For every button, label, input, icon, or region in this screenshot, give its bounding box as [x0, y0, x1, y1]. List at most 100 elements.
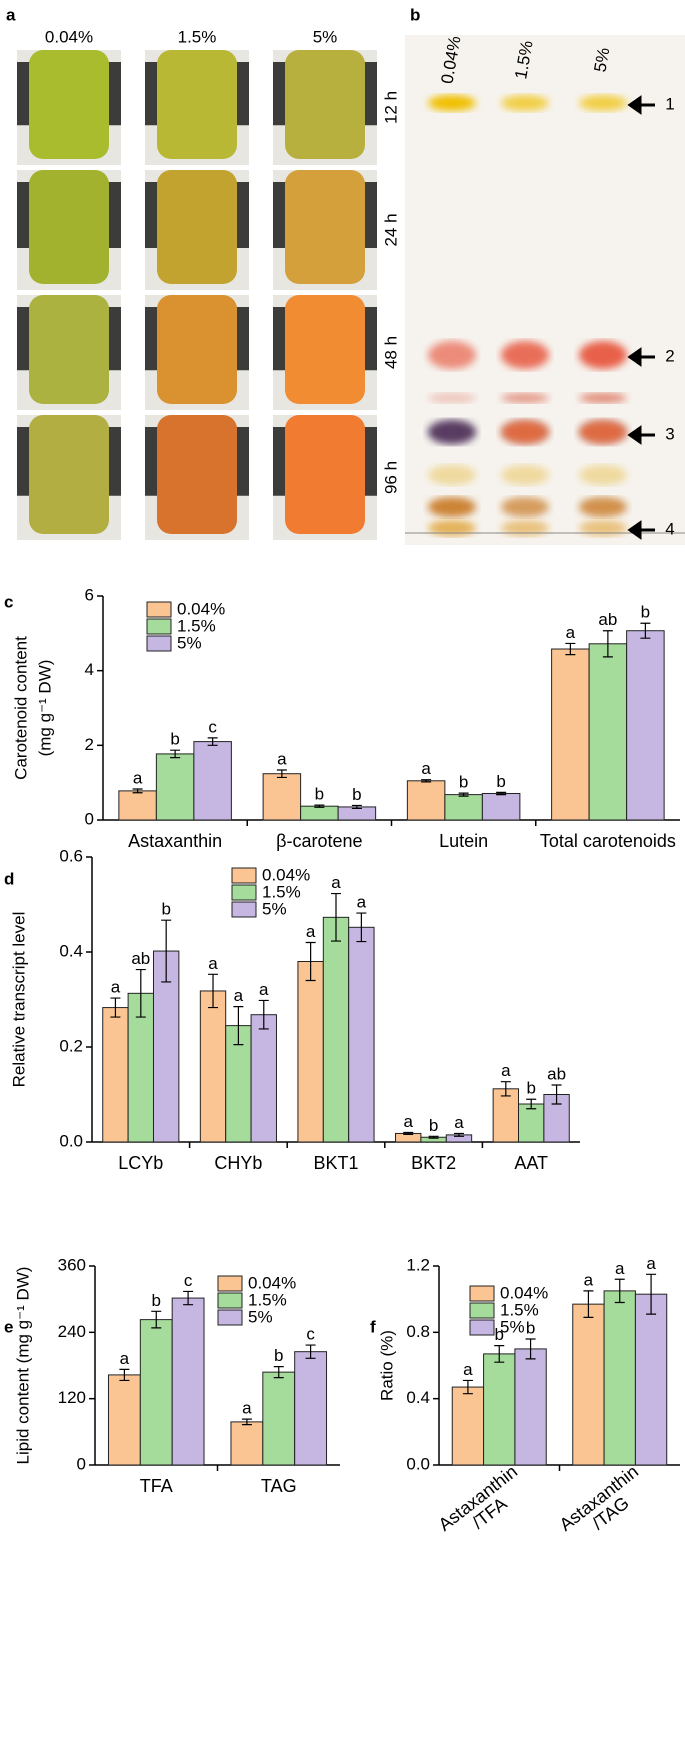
y-axis-label: Lipid content (mg g⁻¹ DW): [13, 1267, 32, 1465]
significance-letter: b: [315, 785, 324, 804]
x-tick-label: AAT: [514, 1153, 549, 1173]
panel-label: b: [410, 5, 420, 24]
significance-letter: a: [242, 1399, 252, 1418]
y-tick-label: 0.2: [59, 1036, 83, 1055]
tlc-spot: [501, 393, 549, 403]
y-axis-label: Carotenoid content: [11, 636, 30, 780]
lane-label: 5%: [591, 46, 614, 74]
bar: [139, 1319, 173, 1466]
culture-tube: [157, 415, 237, 534]
error-bar: [233, 1006, 244, 1046]
error-bar: [500, 1081, 511, 1097]
bar: [551, 648, 590, 821]
legend-label: 0.04%: [177, 599, 225, 618]
time-label: 12 h: [381, 91, 400, 124]
error-bar: [646, 1273, 657, 1315]
legend-label: 1.5%: [248, 1290, 287, 1309]
legend-label: 1.5%: [500, 1300, 539, 1319]
significance-letter: a: [357, 893, 367, 912]
tlc-spot: [579, 393, 627, 403]
y-tick-label: 0.0: [59, 1131, 83, 1150]
bar: [262, 773, 302, 821]
band-arrow: [627, 520, 655, 540]
time-label: 24 h: [381, 213, 400, 246]
error-bar: [170, 749, 181, 759]
bar: [451, 1386, 485, 1466]
bar: [572, 1303, 605, 1466]
significance-letter: b: [459, 773, 468, 792]
error-bar: [314, 804, 325, 808]
band-arrow: [627, 425, 655, 445]
error-bar: [458, 792, 469, 797]
y-tick-label: 0: [85, 809, 94, 828]
tlc-spot: [428, 341, 476, 369]
significance-letter: c: [306, 1325, 315, 1344]
legend-label: 0.04%: [262, 865, 310, 884]
culture-tube: [157, 170, 237, 284]
significance-letter: b: [170, 730, 179, 749]
error-bar: [351, 804, 362, 810]
bar: [514, 1348, 547, 1466]
bar: [199, 990, 227, 1143]
tlc-spot: [579, 420, 627, 444]
y-tick-label: 4: [85, 660, 94, 679]
error-bar: [331, 892, 341, 942]
legend-label: 0.04%: [500, 1283, 548, 1302]
bar: [492, 1088, 520, 1143]
significance-letter: a: [306, 922, 316, 941]
time-label: 96 h: [381, 461, 400, 494]
bar: [483, 1353, 516, 1466]
error-bar: [151, 1310, 162, 1329]
significance-letter: a: [421, 759, 431, 778]
error-bar: [403, 1131, 414, 1135]
tlc-plate: [405, 35, 685, 545]
error-bar: [614, 1278, 625, 1304]
y-tick-label: 2: [85, 735, 94, 754]
tlc-spot: [579, 95, 627, 111]
y-tick-label: 120: [58, 1388, 86, 1407]
panel-label: a: [6, 5, 16, 24]
x-tick-label: LCYb: [118, 1153, 164, 1173]
error-bar: [135, 968, 146, 1018]
significance-letter: b: [495, 1325, 504, 1344]
band-arrow: [627, 95, 655, 115]
significance-letter: b: [152, 1291, 161, 1310]
legend-label: 1.5%: [262, 882, 301, 901]
bar: [152, 950, 180, 1143]
x-tick-label: Total carotenoids: [539, 831, 676, 851]
bar: [348, 926, 375, 1143]
significance-letter: c: [208, 717, 217, 736]
concentration-label: 5%: [313, 27, 338, 46]
error-bar: [258, 999, 269, 1030]
y-tick-label: 6: [85, 585, 94, 604]
significance-letter: a: [501, 1061, 511, 1080]
error-bar: [494, 1345, 505, 1363]
tlc-spot: [428, 497, 476, 517]
bar: [102, 1007, 129, 1143]
tlc-spot: [501, 341, 549, 369]
tlc-spot: [579, 341, 627, 369]
error-bar: [305, 1344, 316, 1359]
tlc-spot: [579, 520, 627, 536]
legend-swatch: [217, 1292, 243, 1309]
x-tick-label: BKT2: [411, 1153, 457, 1173]
tlc-spot: [428, 465, 476, 485]
legend-swatch: [217, 1275, 243, 1292]
band-arrow: [627, 347, 655, 367]
legend-swatch: [469, 1285, 495, 1302]
bar: [127, 992, 154, 1143]
y-tick-label: 360: [58, 1255, 86, 1274]
x-tick-label: TAG: [260, 1476, 297, 1496]
culture-tube: [29, 170, 109, 284]
tlc-spot: [579, 465, 627, 485]
significance-letter: a: [403, 1112, 413, 1131]
y-tick-label: 0: [77, 1454, 86, 1473]
bar: [118, 790, 157, 821]
concentration-label: 1.5%: [178, 27, 217, 46]
culture-tube: [29, 295, 109, 404]
significance-letter: a: [454, 1113, 464, 1132]
concentration-label: 0.04%: [45, 27, 93, 46]
legend-swatch: [217, 1309, 243, 1326]
error-bar: [161, 919, 172, 983]
